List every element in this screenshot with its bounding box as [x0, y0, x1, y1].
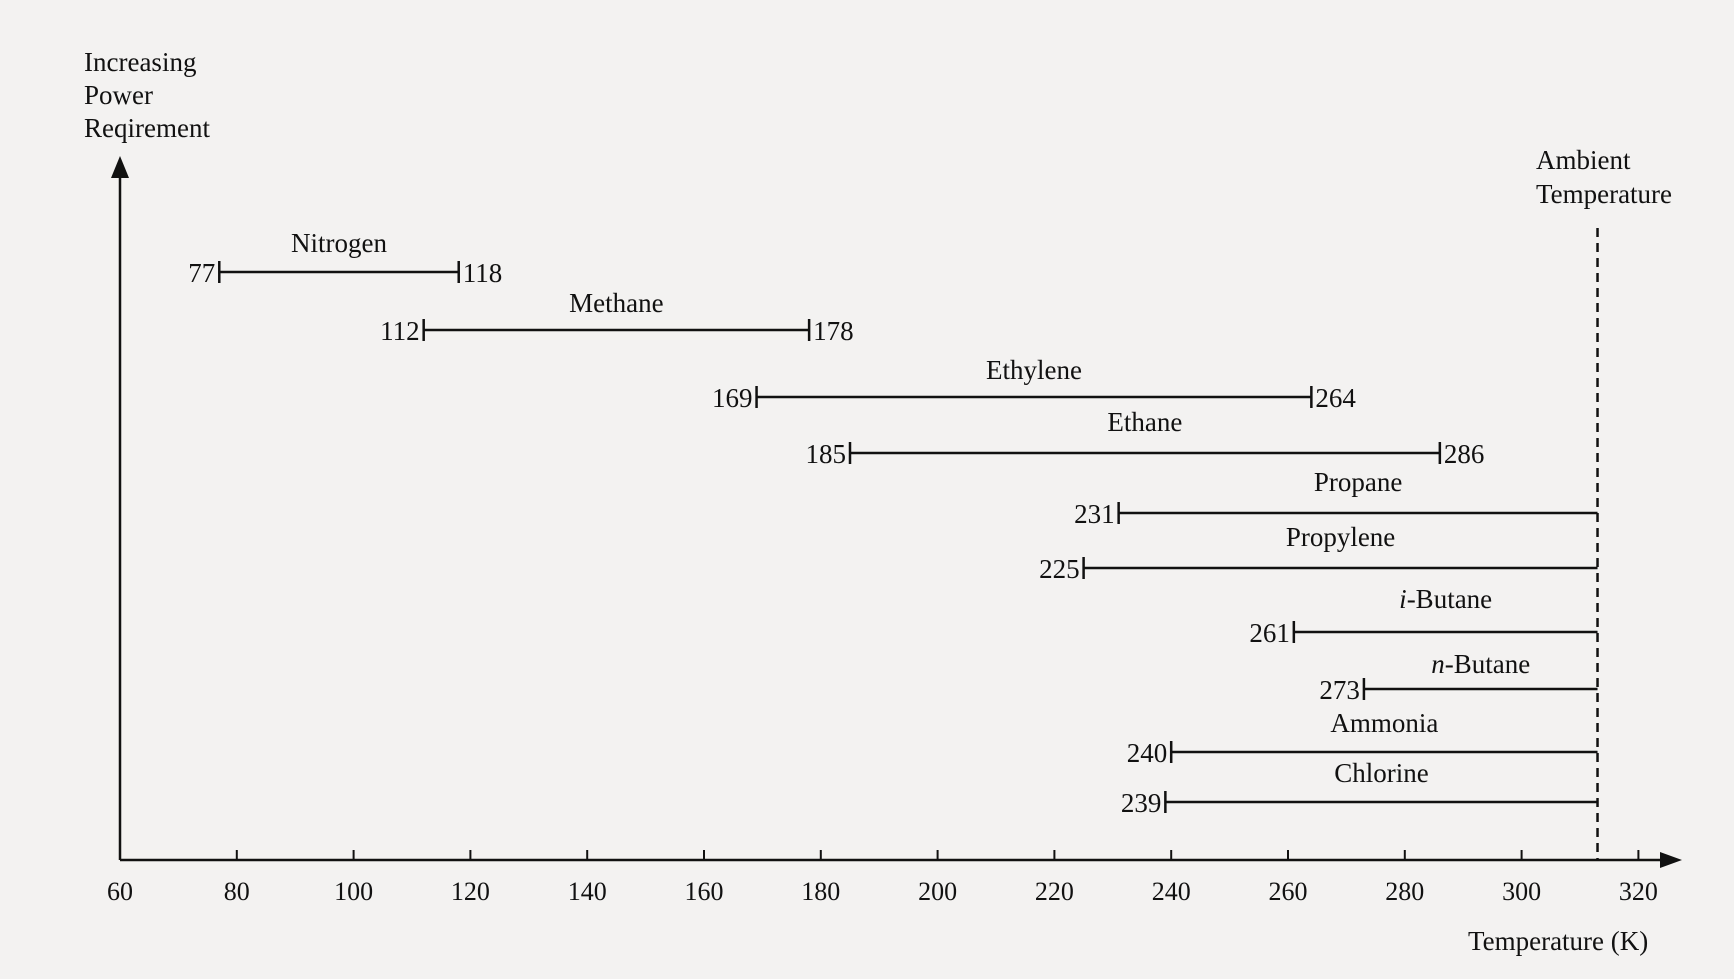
x-axis-arrow [1660, 852, 1682, 868]
x-tick-label: 220 [1035, 877, 1074, 906]
range-start-label: 225 [1039, 554, 1080, 584]
range-bars: 118 77 Nitrogen 178 112 Methane 264 169 Ethylene… [188, 228, 1598, 818]
x-tick-label: 320 [1619, 877, 1658, 906]
ambient-label: Temperature [1536, 179, 1672, 209]
range-start-label: 240 [1127, 738, 1168, 768]
x-tick-label: 140 [568, 877, 607, 906]
series-name: Methane [569, 288, 663, 318]
range-start-label: 261 [1249, 618, 1290, 648]
range-start-label: 273 [1319, 675, 1360, 705]
series-name: Ethylene [986, 355, 1082, 385]
x-tick-label: 120 [451, 877, 490, 906]
series-name: i-Butane [1399, 584, 1492, 614]
series-name-prefix: i [1399, 584, 1407, 614]
series-name: Nitrogen [291, 228, 387, 258]
range-start-label: 185 [806, 439, 847, 469]
y-axis-label: Increasing [84, 47, 196, 77]
range-start-label: 231 [1074, 499, 1115, 529]
axis-labels: Ambient Temperature IncreasingPowerReqirem… [84, 47, 1672, 956]
series-name: Chlorine [1334, 758, 1429, 788]
x-tick-label: 300 [1502, 877, 1541, 906]
axes: 60 80 100 120 140 160 180 200 220 240 260 280 300 320 [107, 156, 1682, 906]
ambient-label: Ambient [1536, 145, 1631, 175]
range-end-label: 264 [1315, 383, 1356, 413]
range-end-label: 118 [463, 258, 503, 288]
series-name: Ammonia [1330, 708, 1438, 738]
series-name: Ethane [1107, 407, 1182, 437]
series-name-rest: -Butane [1445, 649, 1530, 679]
series-name-rest: -Butane [1407, 584, 1492, 614]
range-start-label: 77 [188, 258, 215, 288]
x-tick-label: 200 [918, 877, 957, 906]
x-tick-label: 260 [1269, 877, 1308, 906]
range-start-label: 112 [380, 316, 420, 346]
x-tick-label: 280 [1385, 877, 1424, 906]
range-end-label: 178 [813, 316, 854, 346]
x-tick-label: 180 [801, 877, 840, 906]
x-tick-label: 80 [224, 877, 250, 906]
y-axis-label: Power [84, 80, 153, 110]
range-end-label: 286 [1444, 439, 1485, 469]
range-start-label: 239 [1121, 788, 1162, 818]
x-tick-label: 160 [685, 877, 724, 906]
range-start-label: 169 [712, 383, 753, 413]
series-name: n-Butane [1431, 649, 1530, 679]
x-tick-label: 60 [107, 877, 133, 906]
series-name: Propylene [1286, 522, 1395, 552]
x-tick-label: 100 [334, 877, 373, 906]
series-name-prefix: n [1431, 649, 1445, 679]
y-axis-arrow [111, 156, 129, 178]
x-axis-label: Temperature (K) [1468, 926, 1648, 956]
x-tick-label: 240 [1152, 877, 1191, 906]
series-name: Propane [1314, 467, 1402, 497]
y-axis-label: Reqirement [84, 113, 210, 143]
